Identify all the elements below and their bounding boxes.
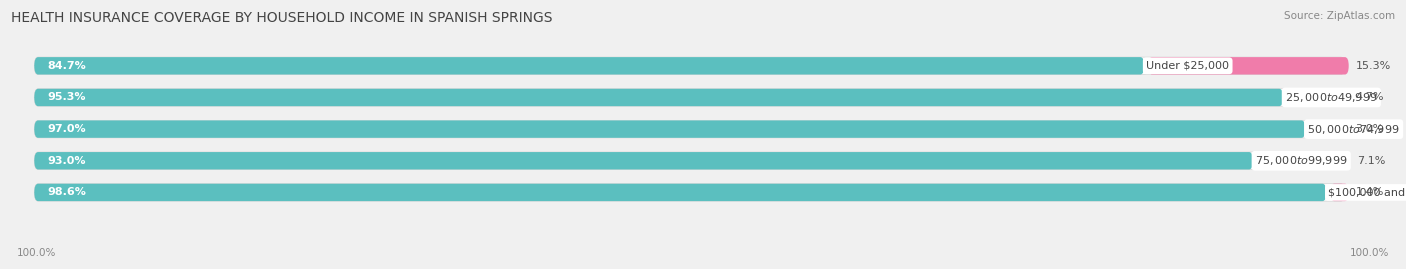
FancyBboxPatch shape (1330, 184, 1348, 201)
FancyBboxPatch shape (34, 152, 1253, 169)
Text: 84.7%: 84.7% (48, 61, 87, 71)
Text: 97.0%: 97.0% (48, 124, 86, 134)
Text: 95.3%: 95.3% (48, 93, 86, 102)
Text: $50,000 to $74,999: $50,000 to $74,999 (1308, 123, 1400, 136)
FancyBboxPatch shape (34, 152, 1344, 169)
Text: $100,000 and over: $100,000 and over (1329, 187, 1406, 197)
FancyBboxPatch shape (34, 184, 1326, 201)
Text: 100.0%: 100.0% (17, 248, 56, 258)
FancyBboxPatch shape (1286, 89, 1348, 106)
FancyBboxPatch shape (34, 121, 1344, 138)
FancyBboxPatch shape (34, 89, 1284, 106)
Text: Source: ZipAtlas.com: Source: ZipAtlas.com (1284, 11, 1395, 21)
FancyBboxPatch shape (34, 184, 1344, 201)
Text: 1.4%: 1.4% (1355, 187, 1384, 197)
Text: HEALTH INSURANCE COVERAGE BY HOUSEHOLD INCOME IN SPANISH SPRINGS: HEALTH INSURANCE COVERAGE BY HOUSEHOLD I… (11, 11, 553, 25)
Text: $75,000 to $99,999: $75,000 to $99,999 (1256, 154, 1347, 167)
FancyBboxPatch shape (1149, 57, 1348, 75)
Text: 4.7%: 4.7% (1355, 93, 1384, 102)
FancyBboxPatch shape (34, 57, 1344, 75)
Text: Under $25,000: Under $25,000 (1146, 61, 1229, 71)
Text: 15.3%: 15.3% (1355, 61, 1391, 71)
FancyBboxPatch shape (34, 121, 1305, 138)
Text: 98.6%: 98.6% (48, 187, 87, 197)
Text: 7.1%: 7.1% (1357, 156, 1385, 166)
Text: 3.0%: 3.0% (1355, 124, 1384, 134)
FancyBboxPatch shape (34, 89, 1344, 106)
FancyBboxPatch shape (1257, 152, 1350, 169)
Text: 100.0%: 100.0% (1350, 248, 1389, 258)
FancyBboxPatch shape (34, 57, 1144, 75)
FancyBboxPatch shape (1309, 121, 1348, 138)
Text: 93.0%: 93.0% (48, 156, 86, 166)
Text: $25,000 to $49,999: $25,000 to $49,999 (1285, 91, 1378, 104)
